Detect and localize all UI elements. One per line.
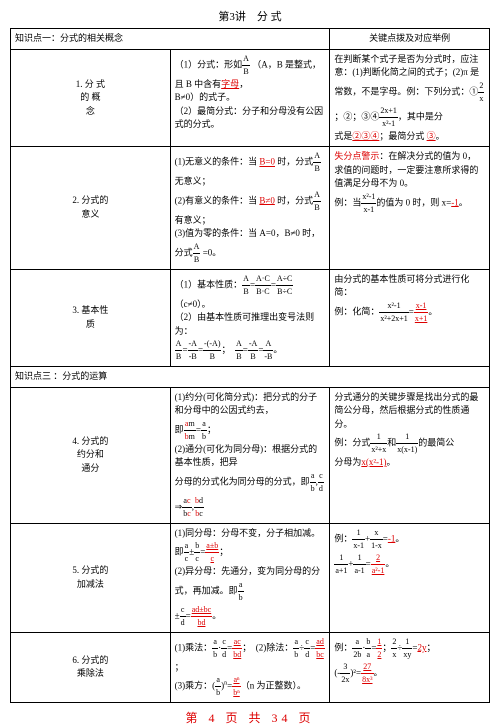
row3-content: （1）基本性质：AB=A·CB·C=A÷CB÷C（c≠0）。 （2）由基本性质可… <box>170 269 330 367</box>
row-6: 6. 分式的 乘除法 (1)乘法：ab·cd=acbd； (2)除法：ab÷cd… <box>11 632 490 703</box>
row6-label: 6. 分式的 乘除法 <box>11 632 171 703</box>
row4-content: (1)约分(可化简分式)：把分式的分子和分母中的公因式约去， 即ambm=ab；… <box>170 387 330 523</box>
main-table: 知识点一：分式的相关概念 关键点拨及对应举例 1. 分 式 的 概 念 （1）分… <box>10 28 490 703</box>
row5-example: 例：1x-1+x1-x=-1。 1a+1+1a-1=2a²-1。 <box>330 523 490 632</box>
row6-content: (1)乘法：ab·cd=acbd； (2)除法：ab÷cd=adbc； (3)乘… <box>170 632 330 703</box>
page-footer: 第 4 页 共 34 页 <box>10 709 490 726</box>
row5-content: (1)同分母：分母不变，分子相加减。即ac±bc=a±bc； (2)异分母：先通… <box>170 523 330 632</box>
header-col2: 关键点拨及对应举例 <box>330 29 490 50</box>
row1-content: （1）分式：形如AB （A，B 是整式，且 B 中含有字母， B≠0）的式子。 … <box>170 49 330 147</box>
row2-content: (1)无意义的条件：当 B=0 时，分式AB 无意义； (2)有意义的条件：当 … <box>170 147 330 270</box>
row-2: 2. 分式的 意义 (1)无意义的条件：当 B=0 时，分式AB 无意义； (2… <box>11 147 490 270</box>
row2-example: 失分点警示：在解决分式的值为 0，求值的问题时，一定要注意所求得的值满足分母不为… <box>330 147 490 270</box>
row4-label: 4. 分式的 约分和 通分 <box>11 387 171 523</box>
section1-title: 知识点一：分式的相关概念 <box>11 29 330 50</box>
row1-label: 1. 分 式 的 概 念 <box>11 49 171 147</box>
row-4: 4. 分式的 约分和 通分 (1)约分(可化简分式)：把分式的分子和分母中的公因… <box>11 387 490 523</box>
row3-label: 3. 基本性 质 <box>11 269 171 367</box>
row6-example: 例：a2b·ba=12；2x÷1xy=2y； (-32x)²=278x³。 <box>330 632 490 703</box>
row2-label: 2. 分式的 意义 <box>11 147 171 270</box>
row3-example: 由分式的基本性质可将分式进行化简： 例：化简：x²-1x²+2x+1=x-1x+… <box>330 269 490 367</box>
row-3: 3. 基本性 质 （1）基本性质：AB=A·CB·C=A÷CB÷C（c≠0）。 … <box>11 269 490 367</box>
row4-example: 分式通分的关键步骤是找出分式的最 简公分母，然后根据分式的性质通分。 例：分式1… <box>330 387 490 523</box>
row5-label: 5. 分式的 加减法 <box>11 523 171 632</box>
lecture-title: 第3讲 分 式 <box>10 8 490 24</box>
section3-title: 知识点三 ：分式的运算 <box>11 367 490 388</box>
row-5: 5. 分式的 加减法 (1)同分母：分母不变，分子相加减。即ac±bc=a±bc… <box>11 523 490 632</box>
row1-example: 在判断某个式子是否为分式时，应注意：(1)判断化简之间的式子；(2)π 是常数，… <box>330 49 490 147</box>
row-1: 1. 分 式 的 概 念 （1）分式：形如AB （A，B 是整式，且 B 中含有… <box>11 49 490 147</box>
